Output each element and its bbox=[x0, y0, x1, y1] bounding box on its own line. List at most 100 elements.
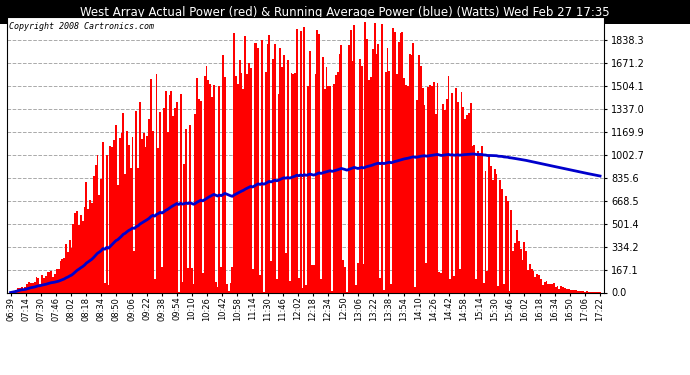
Bar bbox=[163, 108, 165, 292]
Bar bbox=[170, 91, 172, 292]
Bar bbox=[571, 290, 573, 292]
Bar bbox=[189, 125, 190, 292]
Bar bbox=[348, 45, 350, 292]
Bar bbox=[242, 89, 244, 292]
Bar bbox=[156, 74, 157, 292]
Bar bbox=[344, 267, 346, 292]
Bar bbox=[411, 56, 413, 292]
Bar bbox=[527, 270, 529, 292]
Bar bbox=[525, 251, 527, 292]
Bar bbox=[511, 210, 512, 292]
Bar bbox=[524, 242, 525, 292]
Bar bbox=[176, 102, 178, 292]
Bar bbox=[97, 154, 99, 292]
Bar bbox=[270, 261, 272, 292]
Bar bbox=[179, 93, 181, 292]
Bar bbox=[320, 279, 322, 292]
Bar bbox=[457, 102, 459, 292]
Bar bbox=[342, 261, 344, 292]
Bar bbox=[400, 33, 402, 292]
Bar bbox=[185, 129, 187, 292]
Bar bbox=[381, 24, 383, 293]
Bar bbox=[422, 88, 424, 292]
Bar bbox=[315, 74, 317, 292]
Bar bbox=[311, 265, 313, 292]
Bar bbox=[259, 275, 261, 292]
Bar bbox=[208, 80, 209, 292]
Bar bbox=[413, 42, 415, 292]
Bar bbox=[472, 146, 473, 292]
Bar bbox=[224, 76, 226, 292]
Bar bbox=[19, 288, 21, 292]
Bar bbox=[335, 75, 337, 292]
Bar bbox=[307, 86, 309, 292]
Bar bbox=[453, 276, 455, 292]
Bar bbox=[187, 268, 189, 292]
Bar bbox=[65, 244, 67, 292]
Bar bbox=[93, 176, 95, 292]
Bar bbox=[266, 44, 268, 292]
Bar bbox=[405, 85, 407, 292]
Bar bbox=[388, 71, 391, 292]
Bar bbox=[455, 88, 457, 292]
Bar bbox=[70, 248, 72, 292]
Bar bbox=[483, 283, 484, 292]
Bar bbox=[110, 146, 111, 292]
Bar bbox=[39, 284, 41, 292]
Bar bbox=[288, 280, 290, 292]
Bar bbox=[246, 74, 248, 292]
Bar bbox=[231, 267, 233, 292]
Bar bbox=[359, 59, 361, 292]
Bar bbox=[396, 74, 397, 292]
Bar bbox=[540, 279, 542, 292]
Bar bbox=[459, 269, 460, 292]
Bar bbox=[489, 156, 490, 292]
Bar bbox=[394, 32, 396, 292]
Text: West Array Actual Power (red) & Running Average Power (blue) (Watts) Wed Feb 27 : West Array Actual Power (red) & Running … bbox=[80, 6, 610, 19]
Bar bbox=[293, 75, 294, 292]
Bar bbox=[279, 48, 282, 292]
Bar bbox=[124, 174, 126, 292]
Bar bbox=[520, 249, 522, 292]
Bar bbox=[418, 55, 420, 292]
Bar bbox=[424, 105, 426, 292]
Bar bbox=[137, 168, 139, 292]
Bar bbox=[58, 269, 59, 292]
Bar bbox=[557, 286, 558, 292]
Bar bbox=[462, 107, 464, 292]
Bar bbox=[283, 55, 285, 292]
Bar bbox=[61, 260, 63, 292]
Bar bbox=[522, 260, 524, 292]
Bar bbox=[562, 287, 564, 292]
Bar bbox=[272, 59, 274, 292]
Bar bbox=[581, 291, 582, 292]
Bar bbox=[518, 241, 520, 292]
Bar bbox=[222, 55, 224, 292]
Bar bbox=[237, 84, 239, 292]
Bar bbox=[181, 282, 184, 292]
Bar bbox=[366, 39, 368, 292]
Bar bbox=[466, 115, 468, 292]
Bar bbox=[56, 270, 58, 292]
Bar bbox=[43, 278, 45, 292]
Bar bbox=[41, 275, 43, 292]
Bar bbox=[468, 113, 470, 292]
Bar bbox=[328, 86, 329, 292]
Bar bbox=[302, 288, 304, 292]
Bar bbox=[586, 291, 588, 292]
Text: Copyright 2008 Cartronics.com: Copyright 2008 Cartronics.com bbox=[9, 22, 154, 32]
Bar bbox=[37, 278, 39, 292]
Bar bbox=[569, 290, 571, 292]
Bar bbox=[81, 221, 83, 292]
Bar bbox=[209, 84, 211, 292]
Bar bbox=[433, 82, 435, 292]
Bar bbox=[555, 287, 557, 292]
Bar bbox=[217, 287, 219, 292]
Bar bbox=[420, 66, 422, 292]
Bar bbox=[340, 45, 342, 292]
Bar bbox=[204, 75, 206, 292]
Bar bbox=[464, 119, 466, 292]
Bar bbox=[235, 76, 237, 292]
Bar bbox=[437, 83, 438, 292]
Bar bbox=[446, 99, 448, 292]
